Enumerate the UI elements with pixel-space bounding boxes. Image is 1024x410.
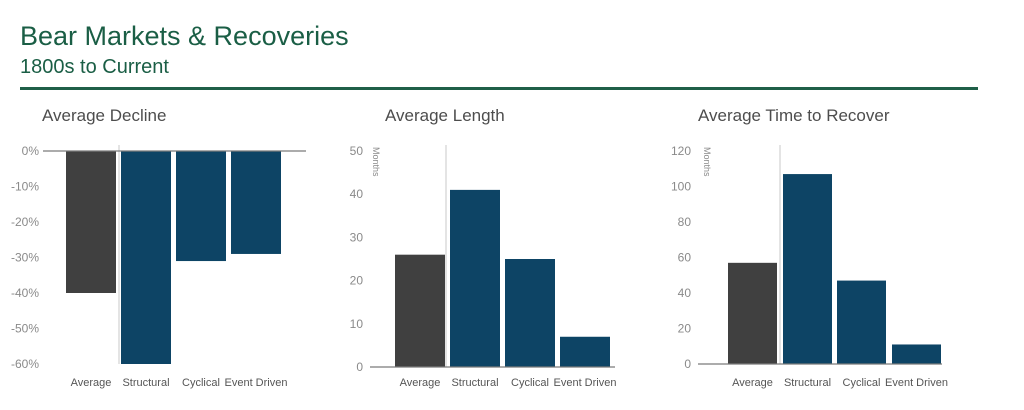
y-tick-label: -50% bbox=[11, 322, 39, 336]
y-tick-label: 80 bbox=[678, 215, 692, 229]
category-label: Average bbox=[400, 377, 441, 389]
y-tick-label: 0 bbox=[684, 357, 691, 371]
bar-cyclical bbox=[505, 259, 555, 367]
y-tick-label: 20 bbox=[678, 322, 692, 336]
y-tick-label: 30 bbox=[350, 230, 364, 244]
bar-structural bbox=[783, 174, 832, 364]
category-label: Structural bbox=[122, 377, 169, 389]
y-tick-label: -40% bbox=[11, 286, 39, 300]
y-tick-label: 20 bbox=[350, 274, 364, 288]
y-axis-unit-label: Months bbox=[371, 147, 381, 177]
page-title: Bear Markets & Recoveries bbox=[20, 21, 349, 51]
average-decline-chart: Average Decline 0% -10% -20% -30% -40% -50% -60… bbox=[11, 106, 306, 389]
category-label: Cyclical bbox=[182, 377, 220, 389]
bar-average bbox=[66, 151, 116, 293]
category-label: Event Driven bbox=[885, 377, 948, 389]
chart-title: Average Time to Recover bbox=[698, 106, 890, 125]
chart-title: Average Length bbox=[385, 106, 505, 125]
y-tick-label: -60% bbox=[11, 357, 39, 371]
bar-structural bbox=[450, 189, 500, 367]
bar-average bbox=[728, 262, 777, 364]
bar-cyclical bbox=[176, 151, 226, 262]
category-label: Average bbox=[732, 377, 773, 389]
y-tick-label: 50 bbox=[350, 144, 364, 158]
y-tick-label: 100 bbox=[671, 180, 691, 194]
y-tick-label: 10 bbox=[350, 317, 364, 331]
y-tick-label: 0 bbox=[356, 360, 363, 374]
y-tick-label: 40 bbox=[350, 187, 364, 201]
bar-event-driven bbox=[560, 336, 610, 367]
y-tick-label: -10% bbox=[11, 180, 39, 194]
bar-average bbox=[395, 254, 445, 367]
bar-cyclical bbox=[837, 280, 886, 364]
chart-title: Average Decline bbox=[42, 106, 166, 125]
category-label: Structural bbox=[451, 377, 498, 389]
category-label: Event Driven bbox=[225, 377, 288, 389]
bar-event-driven bbox=[892, 344, 941, 364]
header-divider bbox=[20, 87, 978, 90]
y-tick-label: 60 bbox=[678, 251, 692, 265]
y-tick-label: 120 bbox=[671, 144, 691, 158]
y-tick-label: -20% bbox=[11, 215, 39, 229]
y-tick-label: -30% bbox=[11, 251, 39, 265]
category-label: Event Driven bbox=[554, 377, 617, 389]
y-axis-unit-label: Months bbox=[702, 147, 712, 177]
y-tick-label: 40 bbox=[678, 286, 692, 300]
average-length-chart: Average Length Months 0 10 20 30 40 50 Average St… bbox=[350, 106, 617, 389]
category-label: Cyclical bbox=[843, 377, 881, 389]
average-time-to-recover-chart: Average Time to Recover Months 0 20 40 60 80 10… bbox=[671, 106, 948, 389]
category-label: Cyclical bbox=[511, 377, 549, 389]
category-label: Average bbox=[71, 377, 112, 389]
page-subtitle: 1800s to Current bbox=[20, 56, 169, 78]
y-tick-label: 0% bbox=[22, 144, 40, 158]
category-label: Structural bbox=[784, 377, 831, 389]
bar-structural bbox=[121, 151, 171, 364]
bar-event-driven bbox=[231, 151, 281, 254]
